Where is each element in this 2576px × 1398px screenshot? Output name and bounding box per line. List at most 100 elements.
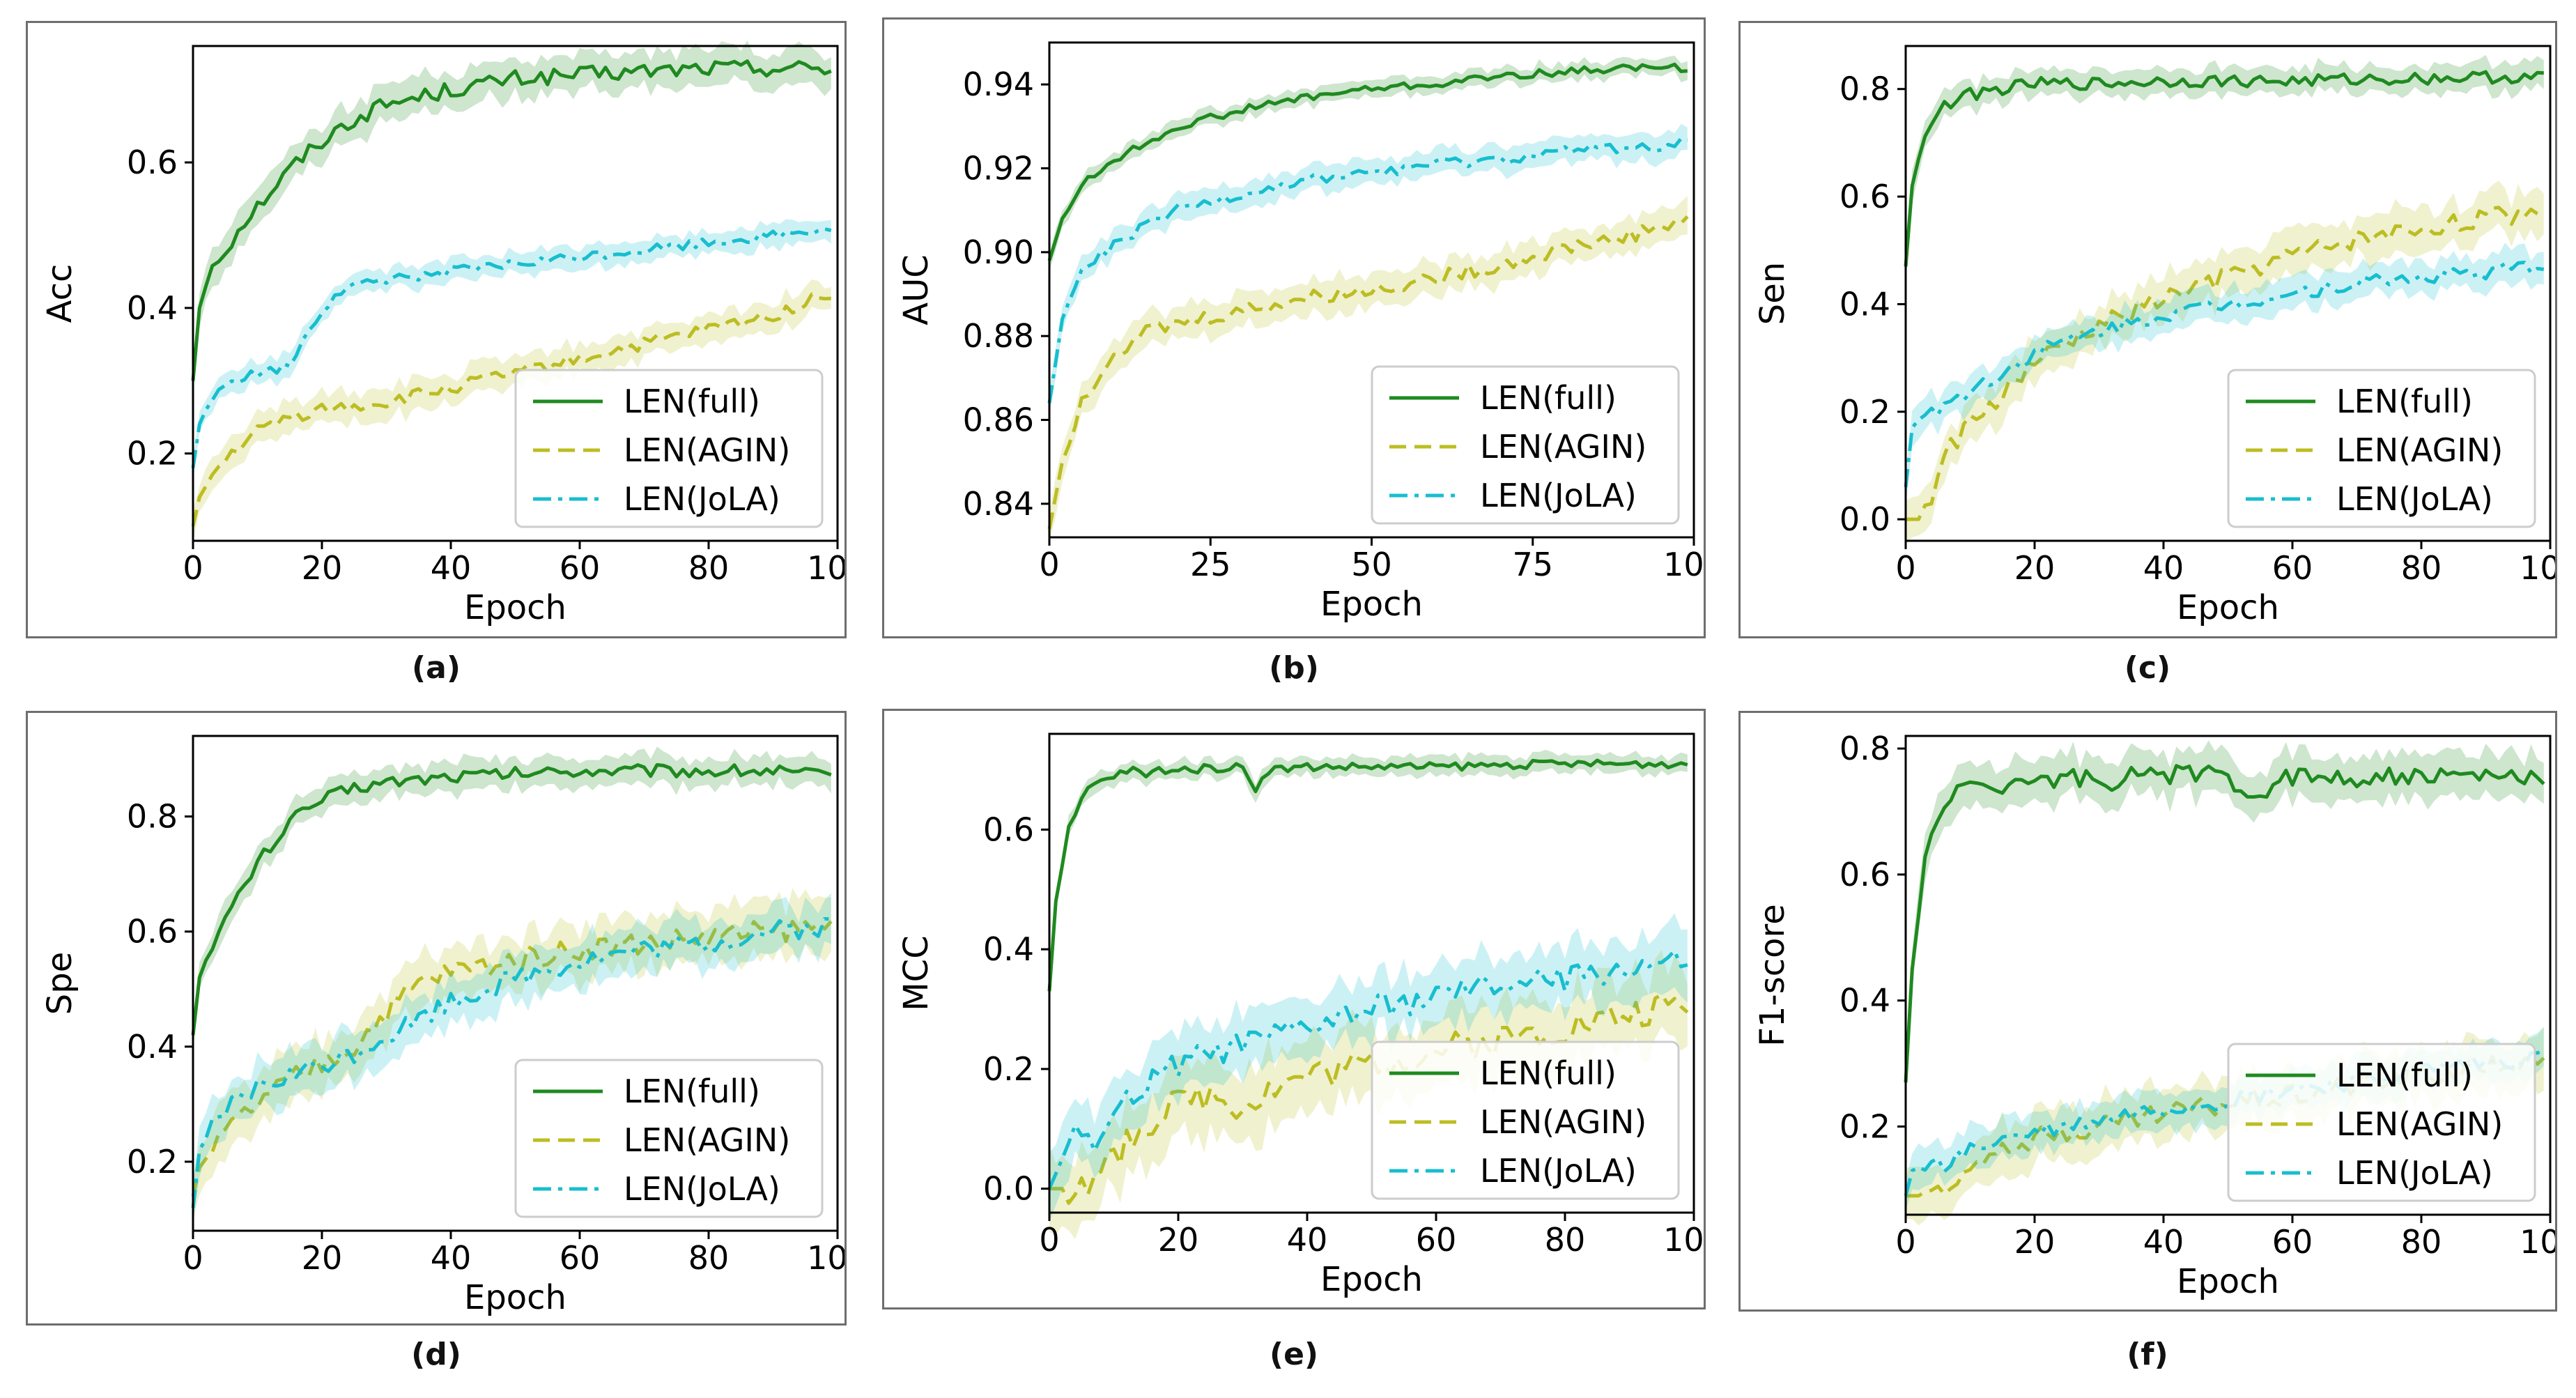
y-tick-label-0: 0.2	[127, 1143, 178, 1181]
legend-box	[2227, 369, 2536, 528]
legend-label-1: LEN(AGIN)	[2336, 1105, 2503, 1143]
axes-frame	[1904, 45, 2552, 542]
y-tick-label-1: 0.4	[127, 289, 178, 327]
caption-a: (a)	[412, 650, 461, 686]
x-tick-label-1: 20	[302, 1239, 343, 1277]
series-line-2	[1047, 137, 1688, 404]
x-tick-label-4: 100	[1663, 546, 1704, 583]
x-tick-label-2: 40	[1287, 1221, 1328, 1259]
chart-panel-auc: 0 25 50 75 100 0.84 0.86 0.88 0.90 0.92 0.94 Epoch A…	[882, 17, 1706, 638]
y-tick-label-0: 0.2	[1840, 1107, 1890, 1145]
y-tick-label-1: 0.86	[963, 401, 1034, 439]
x-tick-label-4: 80	[1545, 1221, 1586, 1259]
series-line-0	[1904, 70, 2544, 267]
legend-label-1: LEN(AGIN)	[624, 431, 790, 469]
x-tick-label-1: 20	[2014, 1223, 2056, 1261]
x-tick-label-2: 40	[431, 549, 472, 587]
y-tick-label-0: 0.2	[127, 435, 178, 473]
series-band-2	[193, 893, 831, 1227]
y-tick-label-2: 0.4	[983, 930, 1034, 968]
y-tick-label-0: 0.0	[1840, 500, 1890, 538]
series-line-1	[1049, 992, 1689, 1205]
x-tick-label-4: 80	[2401, 1223, 2442, 1261]
x-tick-label-3: 60	[560, 549, 601, 587]
x-tick-label-4: 80	[2401, 549, 2442, 587]
legend-label-1: LEN(AGIN)	[624, 1121, 790, 1159]
legend-label-1: LEN(AGIN)	[1480, 428, 1646, 466]
series-band-1	[1049, 196, 1688, 544]
legend-label-0: LEN(full)	[624, 1073, 760, 1110]
series-band-0	[193, 746, 831, 1052]
series-band-0	[1049, 750, 1688, 1001]
y-tick-label-2: 0.88	[963, 317, 1034, 355]
axes-frame	[1904, 735, 2552, 1216]
y-tick-label-1: 0.2	[983, 1050, 1034, 1088]
y-axis-label: AUC	[897, 254, 936, 325]
series-line-1	[1047, 215, 1689, 530]
auc-chart: 0 25 50 75 100 0.84 0.86 0.88 0.90 0.92 0.94 Epoch A…	[897, 41, 1704, 624]
series-line-1	[1906, 206, 2545, 521]
x-axis-label: Epoch	[1320, 585, 1423, 624]
y-tick-label-0: 0.0	[983, 1170, 1034, 1208]
series-line-2	[191, 227, 832, 468]
f1-chart: 0 20 40 60 80 100 0.2 0.4 0.6 0.8 Epoch F1-score LEN…	[1753, 730, 2555, 1301]
y-tick-label-0: 0.84	[963, 485, 1034, 523]
legend-label-0: LEN(full)	[2336, 383, 2473, 420]
series-band-1	[1049, 950, 1688, 1239]
y-axis-label: F1-score	[1753, 904, 1792, 1046]
x-tick-label-0: 0	[183, 1239, 203, 1277]
y-axis-label: Sen	[1753, 262, 1792, 325]
series-line-0	[1904, 764, 2545, 1083]
chart-panel-acc: 0 20 40 60 80 100 0.2 0.4 0.6 Epoch Acc LEN(full) LE…	[26, 21, 847, 638]
legend-label-0: LEN(full)	[2336, 1057, 2473, 1094]
chart-panel-f1: 0 20 40 60 80 100 0.2 0.4 0.6 0.8 Epoch F1-score LEN…	[1738, 711, 2557, 1312]
x-tick-label-0: 0	[1039, 1221, 1059, 1259]
x-tick-label-3: 75	[1512, 546, 1553, 583]
y-tick-label-1: 0.4	[1840, 982, 1890, 1020]
axes-frame	[192, 45, 839, 542]
chart-panel-mcc: 0 20 40 60 80 100 0.0 0.2 0.4 0.6 Epoch MCC LEN(full…	[882, 709, 1706, 1309]
x-tick-label-1: 20	[302, 549, 343, 587]
x-tick-label-2: 40	[2143, 549, 2184, 587]
series-line-2	[1904, 261, 2545, 488]
legend-label-0: LEN(full)	[1480, 379, 1617, 417]
series-band-2	[1906, 243, 2544, 506]
legend-label-0: LEN(full)	[1480, 1054, 1617, 1092]
axes-frame	[1048, 732, 1695, 1214]
x-axis-label: Epoch	[464, 588, 566, 627]
legend-box	[1371, 365, 1680, 525]
y-axis-label: Acc	[40, 264, 79, 323]
legend-label-1: LEN(AGIN)	[1480, 1103, 1646, 1141]
x-axis-label: Epoch	[1320, 1260, 1423, 1299]
x-tick-label-2: 40	[2143, 1223, 2184, 1261]
legend-box	[514, 1059, 824, 1218]
series-line-2	[1047, 948, 1688, 1190]
y-tick-label-3: 0.90	[963, 233, 1034, 271]
legend-label-2: LEN(JoLA)	[1480, 1152, 1637, 1190]
series-band-1	[193, 279, 831, 543]
x-tick-label-3: 60	[2272, 1223, 2313, 1261]
y-tick-label-4: 0.92	[963, 150, 1034, 187]
axes-frame	[192, 735, 839, 1232]
legend-label-1: LEN(AGIN)	[2336, 431, 2503, 469]
x-axis-label: Epoch	[2177, 1262, 2279, 1301]
y-tick-label-1: 0.4	[127, 1028, 178, 1066]
x-axis-label: Epoch	[464, 1278, 566, 1317]
caption-b: (b)	[1269, 650, 1319, 686]
y-tick-label-3: 0.6	[1840, 178, 1890, 215]
y-tick-label-1: 0.2	[1840, 393, 1890, 431]
x-tick-label-5: 100	[807, 1239, 844, 1277]
x-tick-label-3: 60	[1416, 1221, 1457, 1259]
y-tick-label-3: 0.8	[127, 798, 178, 836]
x-tick-label-3: 60	[2272, 549, 2313, 587]
legend-label-2: LEN(JoLA)	[2336, 480, 2493, 518]
legend-label-2: LEN(JoLA)	[1480, 477, 1637, 514]
x-tick-label-5: 100	[2520, 1223, 2555, 1261]
x-tick-label-1: 20	[2014, 549, 2056, 587]
sen-chart: 0 20 40 60 80 100 0.0 0.2 0.4 0.6 0.8 Epoch Sen LEN(f…	[1753, 45, 2555, 627]
x-tick-label-0: 0	[1895, 1223, 1915, 1261]
mcc-chart: 0 20 40 60 80 100 0.0 0.2 0.4 0.6 Epoch MCC LEN(full…	[897, 732, 1704, 1299]
spe-chart: 0 20 40 60 80 100 0.2 0.4 0.6 0.8 Epoch Spe LEN(full…	[40, 735, 844, 1317]
legend-box	[2227, 1043, 2536, 1202]
y-tick-label-4: 0.8	[1840, 70, 1890, 108]
